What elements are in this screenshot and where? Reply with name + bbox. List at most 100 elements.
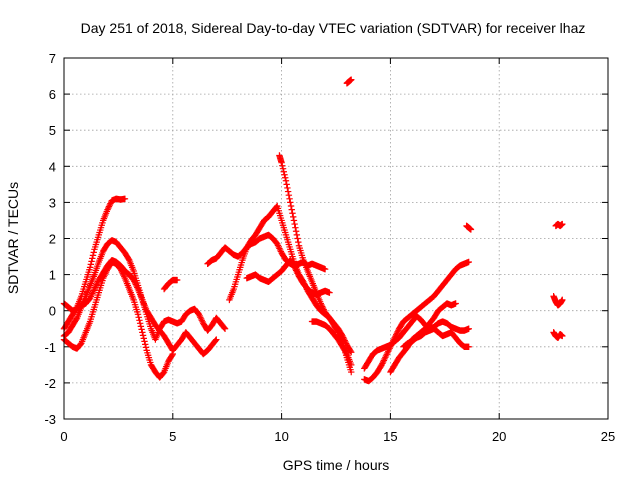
data-point: [139, 332, 147, 339]
data-point: [140, 335, 147, 342]
y-tick-labels: -3 -2 -1 0 1 2 3 4 5 6 7: [44, 51, 56, 427]
data-point: [104, 206, 111, 213]
data-point: [383, 351, 390, 358]
y-tick-label: 7: [49, 51, 56, 66]
data-point: [348, 349, 355, 356]
y-tick-label: 5: [49, 123, 56, 138]
data-point: [318, 301, 325, 309]
data-point: [276, 246, 284, 254]
series-arc-15: [400, 325, 472, 350]
data-point: [384, 349, 391, 357]
data-point: [379, 360, 386, 367]
data-point: [118, 267, 125, 274]
data-point: [279, 165, 287, 172]
data-point: [134, 284, 141, 291]
data-point: [139, 329, 146, 336]
data-point: [120, 272, 127, 279]
data-point: [293, 268, 301, 276]
data-point: [291, 220, 298, 228]
data-point: [394, 328, 401, 335]
data-point: [292, 224, 299, 231]
y-tick-label: 0: [49, 304, 56, 319]
x-tick-label: 25: [601, 429, 615, 444]
data-point: [274, 242, 282, 249]
data-point: [319, 303, 326, 310]
data-point: [294, 270, 301, 277]
data-point: [380, 357, 388, 364]
data-point: [169, 350, 176, 358]
data-point: [348, 368, 355, 376]
data-point: [131, 278, 138, 285]
data-point: [105, 203, 113, 210]
y-tick-label: -3: [44, 412, 56, 427]
data-point: [294, 235, 301, 242]
data-point: [280, 168, 287, 175]
y-tick-label: 4: [49, 159, 56, 174]
data-point: [221, 325, 229, 332]
data-point: [195, 311, 203, 318]
series-arc-12: [361, 258, 472, 385]
data-point: [212, 337, 219, 344]
series-arc-11: [343, 76, 355, 87]
data-point: [88, 291, 95, 299]
x-axis-label: GPS time / hours: [283, 457, 390, 473]
x-tick-label: 0: [60, 429, 67, 444]
data-point: [89, 288, 97, 296]
data-point: [136, 317, 143, 324]
data-point: [106, 201, 113, 209]
x-tick-labels: 0 5 10 15 20 25: [60, 429, 615, 444]
data-point: [378, 361, 385, 369]
data-point: [381, 355, 388, 363]
data-point: [213, 336, 220, 343]
data-point: [285, 191, 293, 199]
x-tick-label: 15: [383, 429, 397, 444]
data-point: [87, 293, 95, 300]
data-point: [142, 341, 149, 348]
y-tick-label: -1: [44, 340, 56, 355]
data-point: [467, 226, 475, 233]
data-point: [102, 270, 109, 277]
series-arc-17: [552, 220, 566, 230]
data-point: [273, 203, 280, 211]
data-point: [197, 315, 205, 323]
data-point: [86, 264, 94, 271]
data-point: [142, 344, 150, 351]
y-tick-label: 3: [49, 195, 56, 210]
data-point: [91, 285, 98, 293]
data-point: [347, 347, 354, 355]
data-point: [198, 317, 206, 324]
data-point: [118, 268, 126, 276]
chart-title: Day 251 of 2018, Sidereal Day-to-day VTE…: [81, 20, 586, 36]
data-point: [321, 265, 329, 273]
series-arc-16: [463, 222, 475, 233]
data-point: [221, 324, 228, 332]
data-point: [130, 276, 137, 284]
data-point: [283, 181, 290, 188]
data-point: [292, 228, 300, 235]
data-point: [278, 159, 285, 166]
data-point: [292, 265, 299, 273]
data-points: [60, 76, 566, 385]
data-point: [289, 210, 296, 217]
data-point: [93, 281, 100, 288]
data-point: [141, 338, 148, 345]
data-point: [90, 287, 97, 294]
series-arc-9: [276, 152, 355, 376]
data-point: [295, 238, 302, 246]
data-point: [281, 171, 288, 178]
data-point: [382, 352, 390, 360]
data-point: [465, 343, 472, 350]
data-point: [73, 315, 80, 323]
data-point: [276, 245, 283, 252]
data-point: [559, 220, 566, 228]
data-point: [197, 314, 204, 321]
data-point: [168, 352, 176, 359]
grid: [64, 58, 608, 419]
data-point: [133, 282, 140, 290]
data-point: [287, 199, 294, 206]
series-arc-3: [60, 256, 220, 358]
data-point: [290, 217, 298, 224]
series-arc-8: [243, 256, 333, 298]
series-arc-19: [550, 329, 566, 341]
data-point: [92, 282, 100, 290]
